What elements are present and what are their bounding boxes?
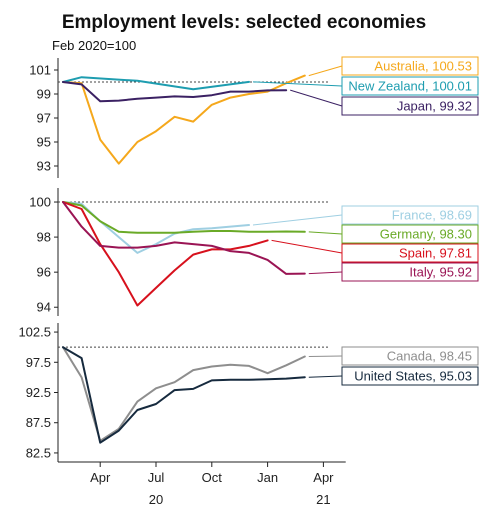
series-line-japan	[62, 81, 288, 103]
y-tick-label: 94	[37, 300, 51, 315]
x-year-label: 21	[316, 492, 330, 507]
legend-text: Canada, 98.45	[387, 349, 472, 364]
panel-2: 94 96 98 100 France, 98.69 Germany, 98.30 Spai…	[29, 188, 479, 316]
legend-label-japan: Japan, 99.32	[290, 89, 479, 116]
legend-leader	[308, 375, 343, 378]
x-tick-label: Apr	[313, 470, 334, 485]
legend-box	[341, 76, 479, 96]
panel-3: 82.5 87.5 92.5 97.5 102.5 Canada, 98.45 United…	[18, 323, 479, 462]
y-tick-label: 102.5	[18, 325, 51, 340]
legend-leader	[308, 231, 343, 235]
x-year-label: 20	[149, 492, 163, 507]
legend-leader	[308, 271, 343, 275]
legend-leader	[308, 355, 343, 358]
panel-1: 93 95 97 99 101 Australia, 100.53 New Zealand,…	[29, 56, 479, 178]
y-tick-label: 97.5	[26, 355, 51, 370]
legend-label-new-zealand: New Zealand, 100.01	[252, 76, 479, 96]
legend-label-france: France, 98.69	[252, 205, 479, 226]
legend-box	[341, 56, 479, 76]
y-tick-label: 93	[37, 159, 51, 174]
legend-box	[341, 262, 479, 282]
y-tick-label: 92.5	[26, 385, 51, 400]
chart-panels: 93 95 97 99 101 Australia, 100.53 New Zealand,…	[18, 56, 479, 462]
x-tick-label: Jul	[148, 470, 165, 485]
series-line-united-states	[62, 346, 306, 444]
y-tick-label: 87.5	[26, 415, 51, 430]
legend-label-australia: Australia, 100.53	[308, 56, 479, 77]
y-tick-label: 96	[37, 265, 51, 280]
legend-box	[341, 96, 479, 116]
legend-text: France, 98.69	[392, 208, 472, 223]
legend-text: Spain, 97.81	[399, 246, 472, 261]
legend-leader	[252, 214, 343, 226]
legend-text: United States, 95.03	[354, 369, 472, 384]
series-line-new-zealand	[62, 76, 250, 91]
y-tick-label: 101	[29, 63, 51, 78]
legend-leader	[252, 81, 343, 87]
y-tick-label: 100	[29, 195, 51, 210]
legend-leader	[290, 89, 343, 107]
y-tick-label: 99	[37, 87, 51, 102]
legend-label-united-states: United States, 95.03	[308, 366, 479, 386]
legend-box	[341, 205, 479, 225]
x-axis: Apr Jul Oct Jan Apr 20 21	[58, 461, 346, 507]
legend-box	[341, 224, 479, 244]
legend-box	[341, 243, 479, 263]
legend-label-germany: Germany, 98.30	[308, 224, 479, 244]
legend-text: Italy, 95.92	[409, 265, 472, 280]
series-line-italy	[62, 201, 306, 275]
x-tick-label: Jan	[257, 470, 278, 485]
chart-title: Employment levels: selected economies	[62, 12, 426, 33]
legend-box	[341, 366, 479, 386]
legend-label-canada: Canada, 98.45	[308, 346, 479, 366]
series-line-spain	[62, 201, 269, 307]
legend-leader	[271, 239, 343, 254]
legend-label-spain: Spain, 97.81	[271, 239, 479, 263]
series-line-australia	[62, 74, 306, 165]
legend-text: Australia, 100.53	[374, 59, 472, 74]
x-tick-label: Oct	[202, 470, 223, 485]
legend-label-italy: Italy, 95.92	[308, 262, 479, 282]
legend-text: Japan, 99.32	[397, 99, 472, 114]
chart-subtitle: Feb 2020=100	[52, 38, 136, 53]
y-tick-label: 98	[37, 230, 51, 245]
series-line-canada	[62, 346, 306, 442]
legend-box	[341, 346, 479, 366]
y-tick-label: 82.5	[26, 445, 51, 460]
y-tick-label: 95	[37, 135, 51, 150]
legend-leader	[308, 65, 343, 77]
legend-text: New Zealand, 100.01	[348, 79, 472, 94]
series-line-germany	[62, 201, 306, 234]
x-tick-label: Apr	[90, 470, 111, 485]
legend-text: Germany, 98.30	[380, 227, 472, 242]
y-tick-label: 97	[37, 111, 51, 126]
